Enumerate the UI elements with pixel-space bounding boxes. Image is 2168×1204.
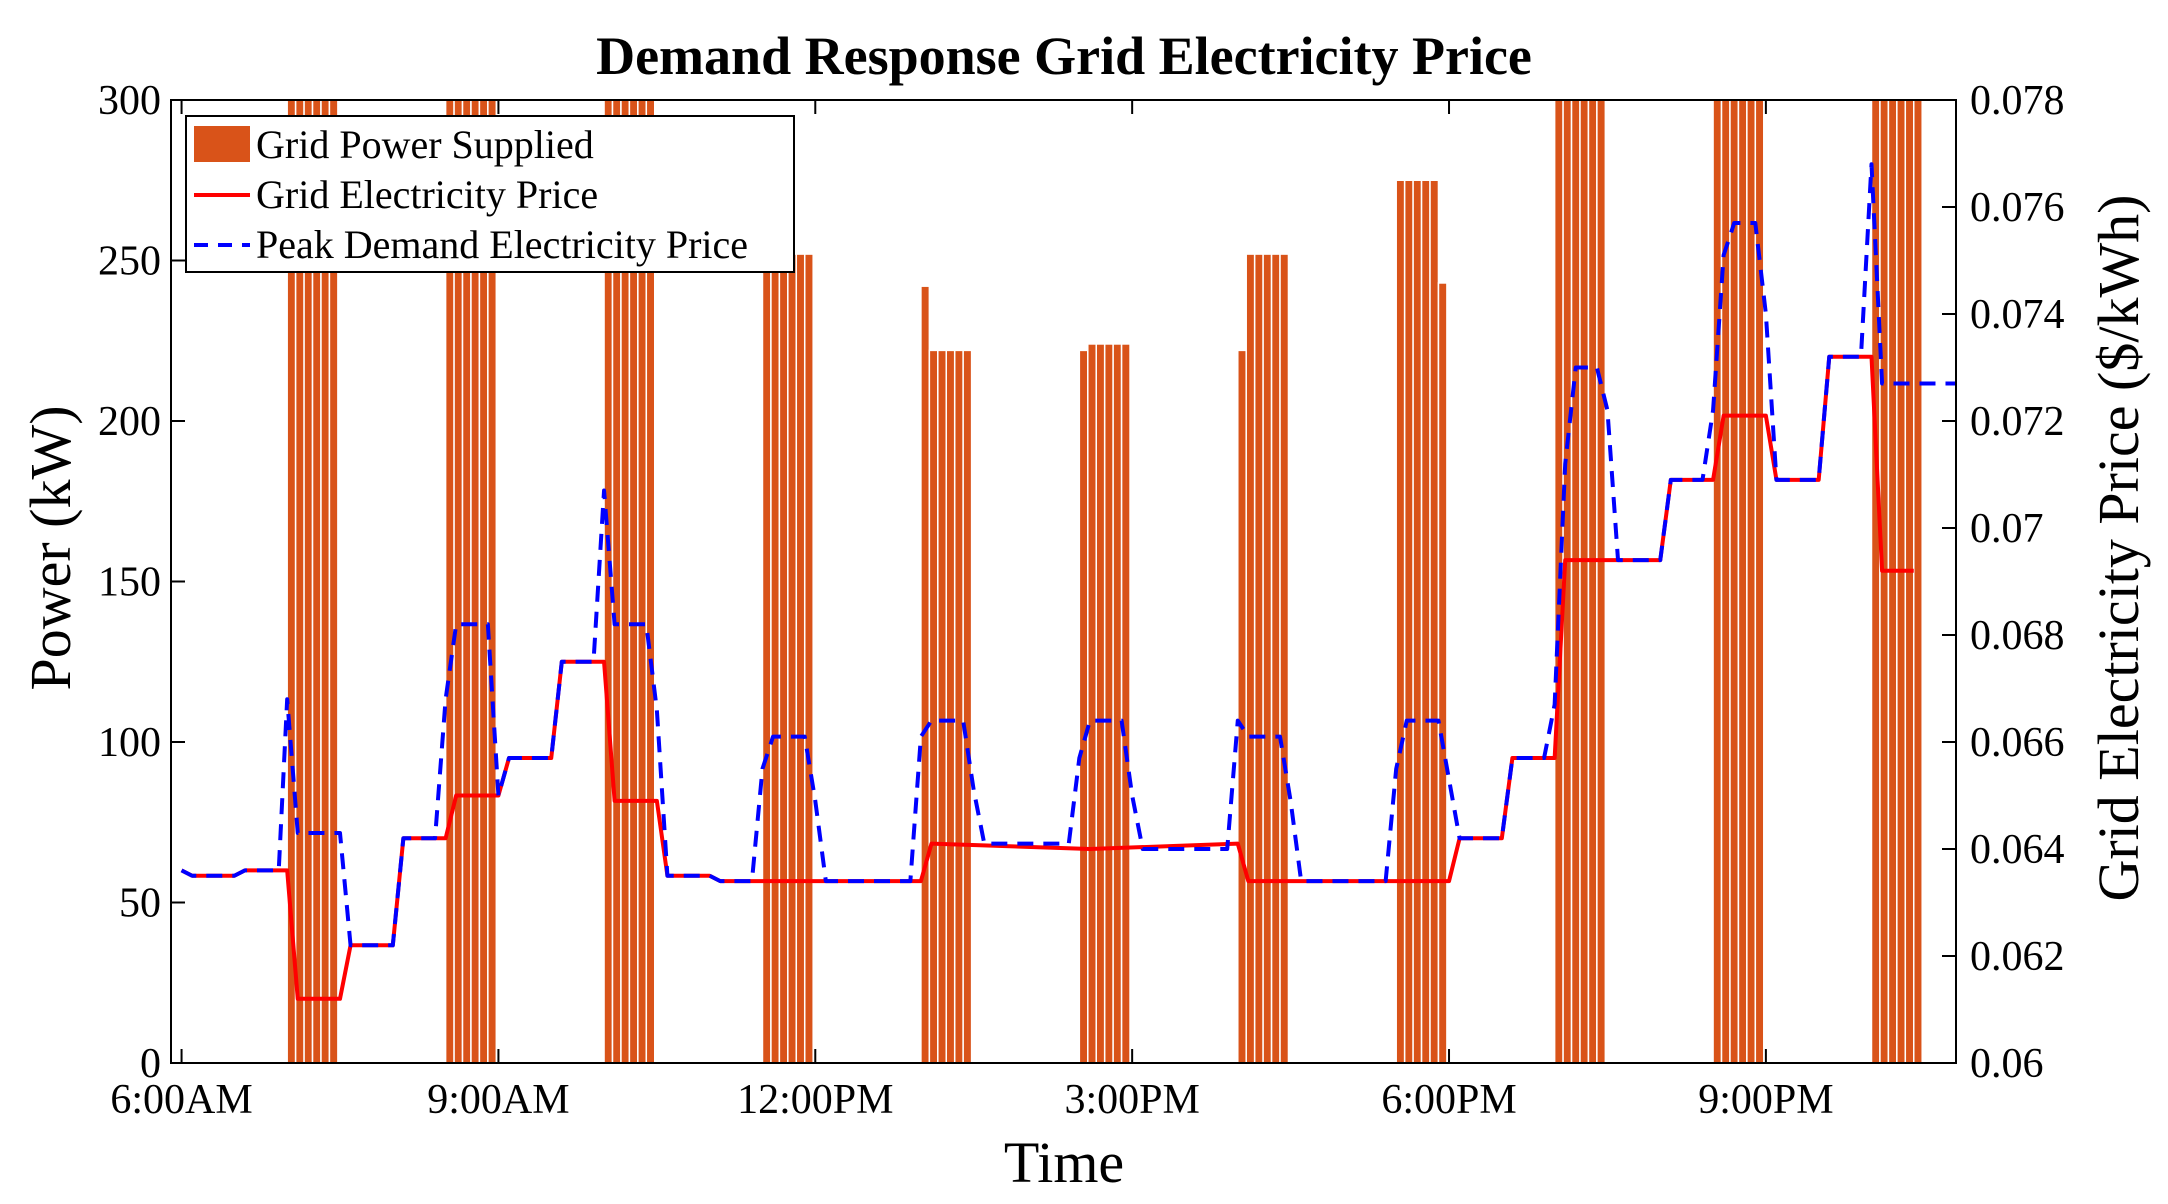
y-left-tick-label: 150	[98, 560, 161, 606]
bar-4-1	[928, 349, 939, 1064]
y-right-tick-label: 0.072	[1970, 399, 2065, 445]
plot-area: 6:00AM 9:00AM 12:00PM 3:00PM 6:00PM 9:00PM 0 50…	[98, 78, 2065, 1123]
bar-4-3	[945, 349, 956, 1064]
y-right-tick-label: 0.078	[1970, 78, 2065, 124]
bar-3-2	[778, 253, 789, 1064]
bar-10-1	[1879, 99, 1890, 1064]
bar-7-0	[1395, 179, 1406, 1064]
y-left-tick-label: 250	[98, 239, 161, 285]
bar-7-1	[1403, 179, 1414, 1064]
legend-bar-swatch	[194, 126, 250, 162]
legend-label-peak-price: Peak Demand Electricity Price	[256, 222, 748, 267]
bar-3-1	[770, 253, 781, 1064]
bar-7-5	[1437, 282, 1448, 1064]
bar-5-0	[1078, 349, 1089, 1064]
y-axis-left-title: Power (kW)	[18, 405, 83, 690]
bar-8-4	[1587, 99, 1598, 1064]
bar-8-3	[1579, 99, 1590, 1064]
bar-6-3	[1262, 253, 1273, 1064]
bar-9-4	[1746, 99, 1757, 1064]
legend-label-grid-price: Grid Electricity Price	[256, 172, 598, 217]
bar-8-0	[1553, 99, 1564, 1064]
x-tick-label: 12:00PM	[737, 1077, 893, 1123]
bar-6-2	[1253, 253, 1264, 1064]
y-axis-right-title: Grid Electricity Price ($/kWh)	[2086, 194, 2151, 901]
bar-4-4	[953, 349, 964, 1064]
x-tick-label: 9:00PM	[1698, 1077, 1833, 1123]
y-left-tick-label: 200	[98, 399, 161, 445]
bar-8-5	[1596, 99, 1607, 1064]
chart-title: Demand Response Grid Electricity Price	[596, 26, 1532, 86]
bar-6-5	[1279, 253, 1290, 1064]
bar-7-2	[1412, 179, 1423, 1064]
bar-10-2	[1887, 99, 1898, 1064]
y-left-tick-label: 0	[140, 1041, 161, 1087]
legend: Grid Power Supplied Grid Electricity Pri…	[185, 115, 795, 273]
bar-10-3	[1896, 99, 1907, 1064]
bar-3-0	[761, 253, 772, 1064]
bar-4-2	[937, 349, 948, 1064]
y-right-tick-label: 0.076	[1970, 185, 2065, 231]
bar-9-0	[1712, 99, 1723, 1064]
y-left-tick-label: 100	[98, 720, 161, 766]
bar-5-4	[1112, 343, 1123, 1064]
y-left-tick-label: 300	[98, 78, 161, 124]
legend-box	[185, 115, 795, 273]
x-tick-label: 3:00PM	[1064, 1077, 1199, 1123]
y-right-tick-label: 0.064	[1970, 827, 2065, 873]
y-right-tick-label: 0.074	[1970, 292, 2065, 338]
bar-5-1	[1087, 343, 1097, 1064]
bar-7-4	[1429, 179, 1440, 1064]
peak-demand-price-line	[180, 162, 1956, 948]
bar-3-3	[787, 253, 798, 1064]
bar-5-5	[1120, 343, 1131, 1064]
bar-6-1	[1245, 253, 1256, 1064]
y-right-tick-label: 0.062	[1970, 934, 2065, 980]
x-axis-title: Time	[1004, 1130, 1124, 1195]
bar-4-5	[962, 349, 973, 1064]
y-right-tick-label: 0.068	[1970, 613, 2065, 659]
bar-5-2	[1095, 343, 1106, 1064]
bar-9-2	[1729, 99, 1740, 1064]
y-right-tick-label: 0.06	[1970, 1041, 2044, 1087]
bar-9-3	[1737, 99, 1748, 1064]
bar-3-4	[795, 253, 806, 1064]
bar-5-3	[1103, 343, 1114, 1064]
bar-6-4	[1270, 253, 1281, 1064]
grid-price-line	[180, 354, 1914, 1001]
bar-7-3	[1420, 179, 1431, 1064]
bar-4-0	[920, 285, 931, 1064]
bar-6-0	[1237, 349, 1247, 1064]
x-tick-label: 9:00AM	[427, 1077, 569, 1123]
y-left-tick-label: 50	[119, 881, 161, 927]
y-right-tick-label: 0.066	[1970, 720, 2065, 766]
bar-3-5	[803, 253, 814, 1064]
legend-label-grid-power: Grid Power Supplied	[256, 122, 594, 167]
y-right-tick-label: 0.07	[1970, 506, 2044, 552]
bar-10-5	[1913, 99, 1923, 1064]
bar-10-4	[1904, 99, 1915, 1064]
bar-8-2	[1570, 99, 1581, 1064]
x-tick-label: 6:00PM	[1381, 1077, 1516, 1123]
x-tick-label: 6:00AM	[110, 1077, 252, 1123]
